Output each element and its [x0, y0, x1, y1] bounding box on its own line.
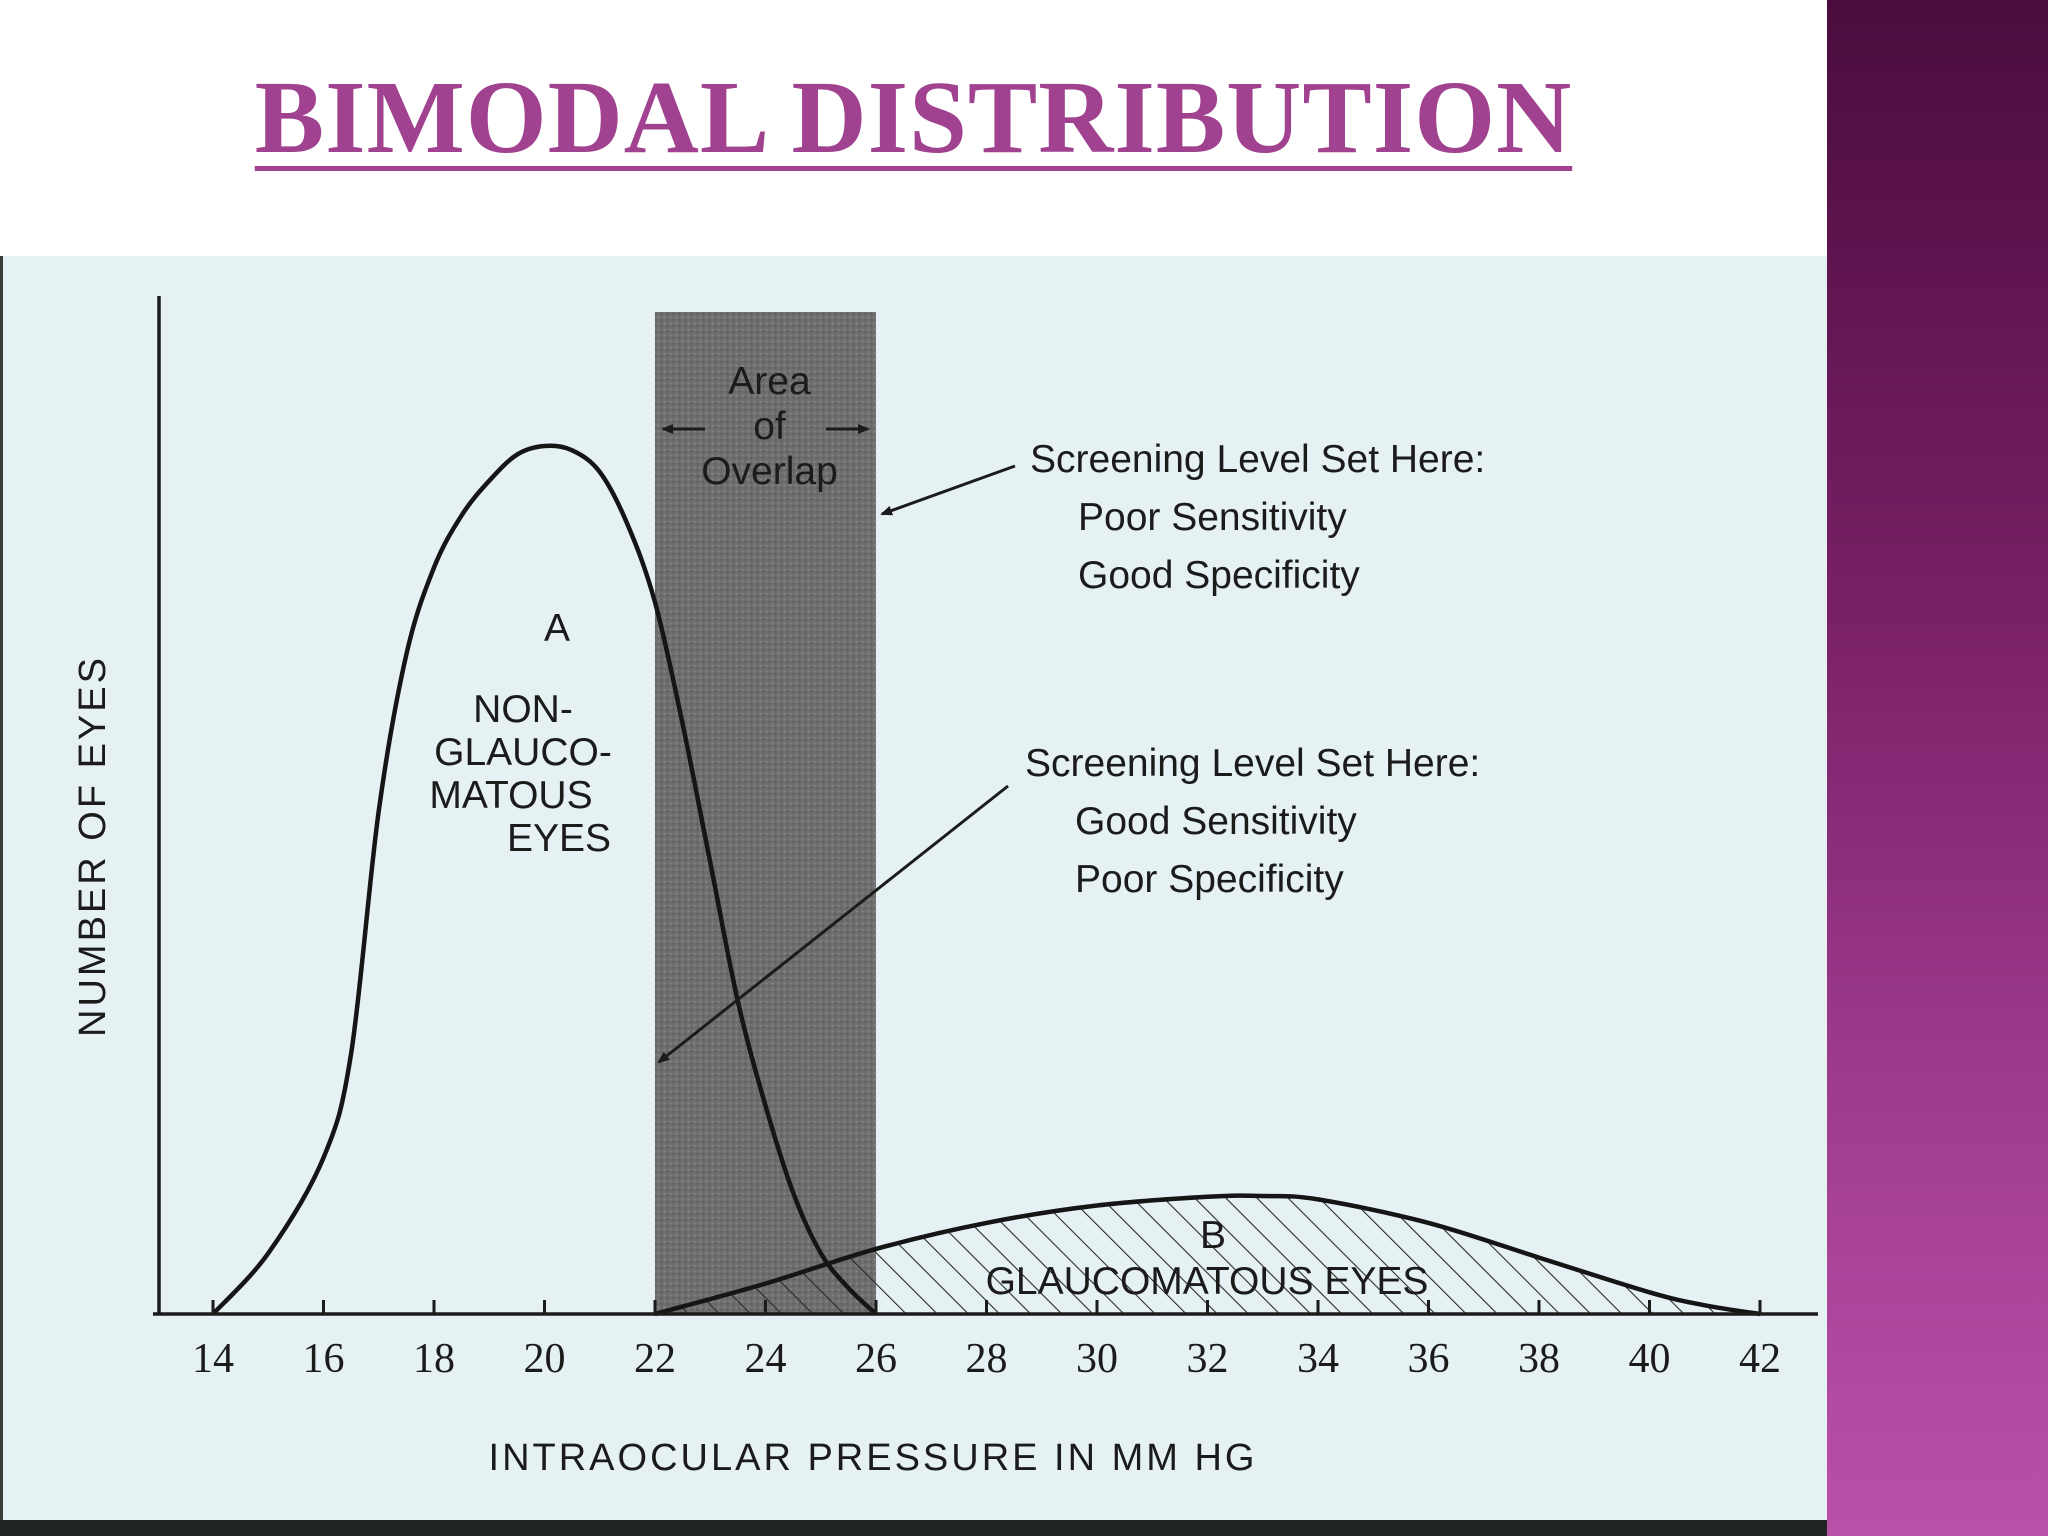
axes: 14 16 18 20 22 24 26 28 30 32 34 36 38 40 42 INTRAOCULA…: [72, 296, 1818, 1479]
x-tick-label: 36: [1408, 1336, 1450, 1382]
series-a-label-line: EYES: [507, 817, 611, 860]
x-tick-label: 38: [1518, 1336, 1560, 1382]
series-a-curve: [211, 443, 878, 1316]
decorative-side-band: [1827, 0, 2048, 1536]
annotation-arrow: [880, 464, 1016, 516]
figure-bottom-edge: [0, 1520, 1827, 1536]
x-tick-label: 20: [524, 1336, 566, 1382]
x-tick-label: 28: [966, 1336, 1008, 1382]
overlap-label-line: Overlap: [701, 450, 838, 493]
annotation-line: Screening Level Set Here:: [1025, 742, 1480, 785]
x-tick-label: 34: [1297, 1336, 1339, 1382]
annotation-line: Good Sensitivity: [1075, 800, 1357, 843]
overlap-label-line: of: [753, 405, 786, 448]
annotation-arrow: [657, 784, 1009, 1064]
x-tick-label: 30: [1076, 1336, 1118, 1382]
x-tick-label: 16: [303, 1336, 345, 1382]
slide-title: BIMODAL DISTRIBUTION: [254, 60, 1573, 175]
x-axis-title: INTRAOCULAR PRESSURE IN MM HG: [489, 1437, 1258, 1479]
annotation-line: Good Specificity: [1078, 554, 1360, 597]
series-a-label-letter: A: [544, 607, 570, 650]
x-tick-label: 40: [1629, 1336, 1671, 1382]
annotation-line: Poor Sensitivity: [1078, 496, 1347, 539]
series-a-label-line: MATOUS: [429, 774, 592, 817]
x-tick-label: 42: [1739, 1336, 1781, 1382]
series-b-label-letter: B: [1200, 1214, 1226, 1257]
x-tick-label: 18: [413, 1336, 455, 1382]
distribution-curves: [211, 443, 1761, 1317]
x-tick-label: 14: [192, 1336, 234, 1382]
x-tick-label: 32: [1187, 1336, 1229, 1382]
annotation-line: Screening Level Set Here:: [1030, 438, 1485, 481]
series-b-curve: [654, 1193, 1761, 1317]
overlap-band: [655, 312, 876, 1314]
x-tick-label: 24: [745, 1336, 787, 1382]
series-b-label-line: GLAUCOMATOUS EYES: [986, 1260, 1429, 1303]
series-b-hatched-area: [655, 1195, 1760, 1314]
chart-figure: Area of Overlap 14 16 18 20 22 24 26 28 30 32 34 36 38…: [0, 256, 1827, 1520]
series-a-label-line: NON-: [473, 688, 573, 731]
series-a-label-line: GLAUCO-: [434, 731, 612, 774]
x-tick-label: 26: [855, 1336, 897, 1382]
annotation-line: Poor Specificity: [1075, 858, 1344, 901]
y-axis-title: NUMBER OF EYES: [72, 655, 114, 1037]
x-tick-label: 22: [634, 1336, 676, 1382]
overlap-label-line: Area: [728, 360, 811, 403]
